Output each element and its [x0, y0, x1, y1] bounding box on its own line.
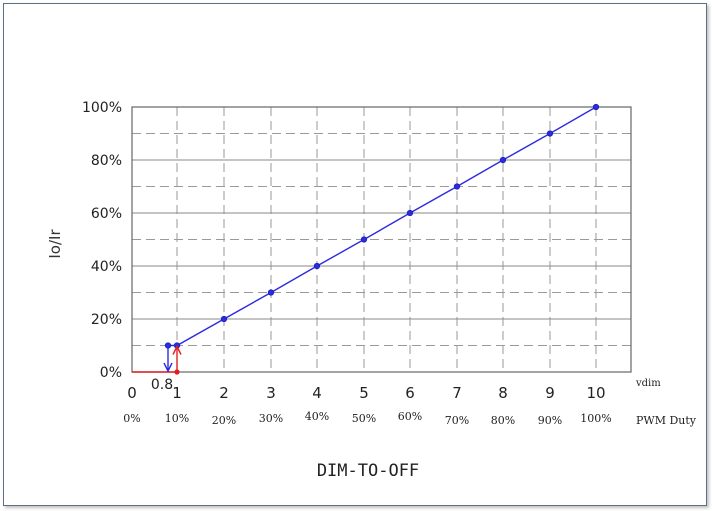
- x-tick-label: 9: [545, 384, 555, 402]
- series-line: [168, 106, 597, 347]
- duty-tick-label: 30%: [259, 412, 283, 425]
- x-tick-label: 1: [172, 384, 182, 402]
- x-tick-label: 0: [127, 384, 137, 402]
- grid: [132, 107, 631, 372]
- data-point: [267, 289, 275, 296]
- duty-tick-label: 70%: [445, 414, 469, 427]
- duty-axis-label: PWM Duty: [636, 414, 697, 427]
- x-tick-label: 6: [405, 384, 415, 402]
- duty-tick-label: 90%: [538, 414, 562, 427]
- y-tick-label: 80%: [91, 153, 122, 169]
- x-tick-label: 8: [498, 384, 508, 402]
- annotations: 0.8: [151, 344, 182, 393]
- data-point: [360, 236, 368, 243]
- data-point: [499, 156, 507, 164]
- duty-tick-label: 100%: [580, 412, 611, 425]
- data-point: [592, 103, 600, 111]
- data-point: [453, 183, 461, 190]
- x-tick-label: 7: [452, 384, 462, 402]
- duty-tick-label: 10%: [165, 412, 189, 425]
- duty-tick-label: 20%: [212, 414, 236, 427]
- x-unit-label: vdim: [635, 378, 661, 389]
- chart-frame: 0% 20% 40% 60% 80% 100% 0 1 2 3 4 5 6 7 8 9 10 0% 10% 20%…: [3, 3, 707, 506]
- chart-title: DIM-TO-OFF: [317, 461, 419, 481]
- data-point: [313, 262, 321, 270]
- y-axis-label: Io/Ir: [46, 229, 64, 259]
- arrow-up-icon: [172, 344, 182, 355]
- plot-area-border: [131, 106, 632, 373]
- duty-tick-label: 40%: [305, 410, 329, 423]
- series: [132, 103, 600, 375]
- y-tick-label: 60%: [91, 206, 122, 222]
- duty-tick-label: 0%: [123, 412, 140, 425]
- y-tick-label: 20%: [91, 312, 122, 328]
- y-tick-label: 40%: [91, 259, 122, 275]
- plot-border: [131, 106, 632, 373]
- duty-tick-label: 50%: [352, 412, 376, 425]
- y-tick-label: 100%: [82, 100, 122, 116]
- x-tick-label: 10: [586, 384, 605, 402]
- x-tick-label: 5: [359, 384, 369, 402]
- arrow-down-icon: [163, 362, 173, 373]
- annotation-label: 0.8: [151, 377, 173, 393]
- x-tick-label: 4: [312, 384, 322, 402]
- data-point: [406, 209, 414, 217]
- y-tick-label: 0%: [100, 365, 122, 381]
- duty-tick-label: 60%: [398, 410, 422, 423]
- duty-tick-label: 80%: [491, 414, 515, 427]
- data-point: [546, 130, 554, 137]
- x-tick-label: 2: [219, 384, 229, 402]
- x-tick-labels: 0 1 2 3 4 5 6 7 8 9 10: [127, 384, 605, 402]
- x-tick-label: 3: [266, 384, 276, 402]
- y-tick-labels: 0% 20% 40% 60% 80% 100%: [82, 100, 122, 381]
- duty-tick-labels: 0% 10% 20% 30% 40% 50% 60% 70% 80% 90% 100%: [123, 410, 611, 427]
- data-point: [220, 315, 228, 323]
- dim-to-off-chart: 0% 20% 40% 60% 80% 100% 0 1 2 3 4 5 6 7 8 9 10 0% 10% 20%…: [46, 100, 697, 481]
